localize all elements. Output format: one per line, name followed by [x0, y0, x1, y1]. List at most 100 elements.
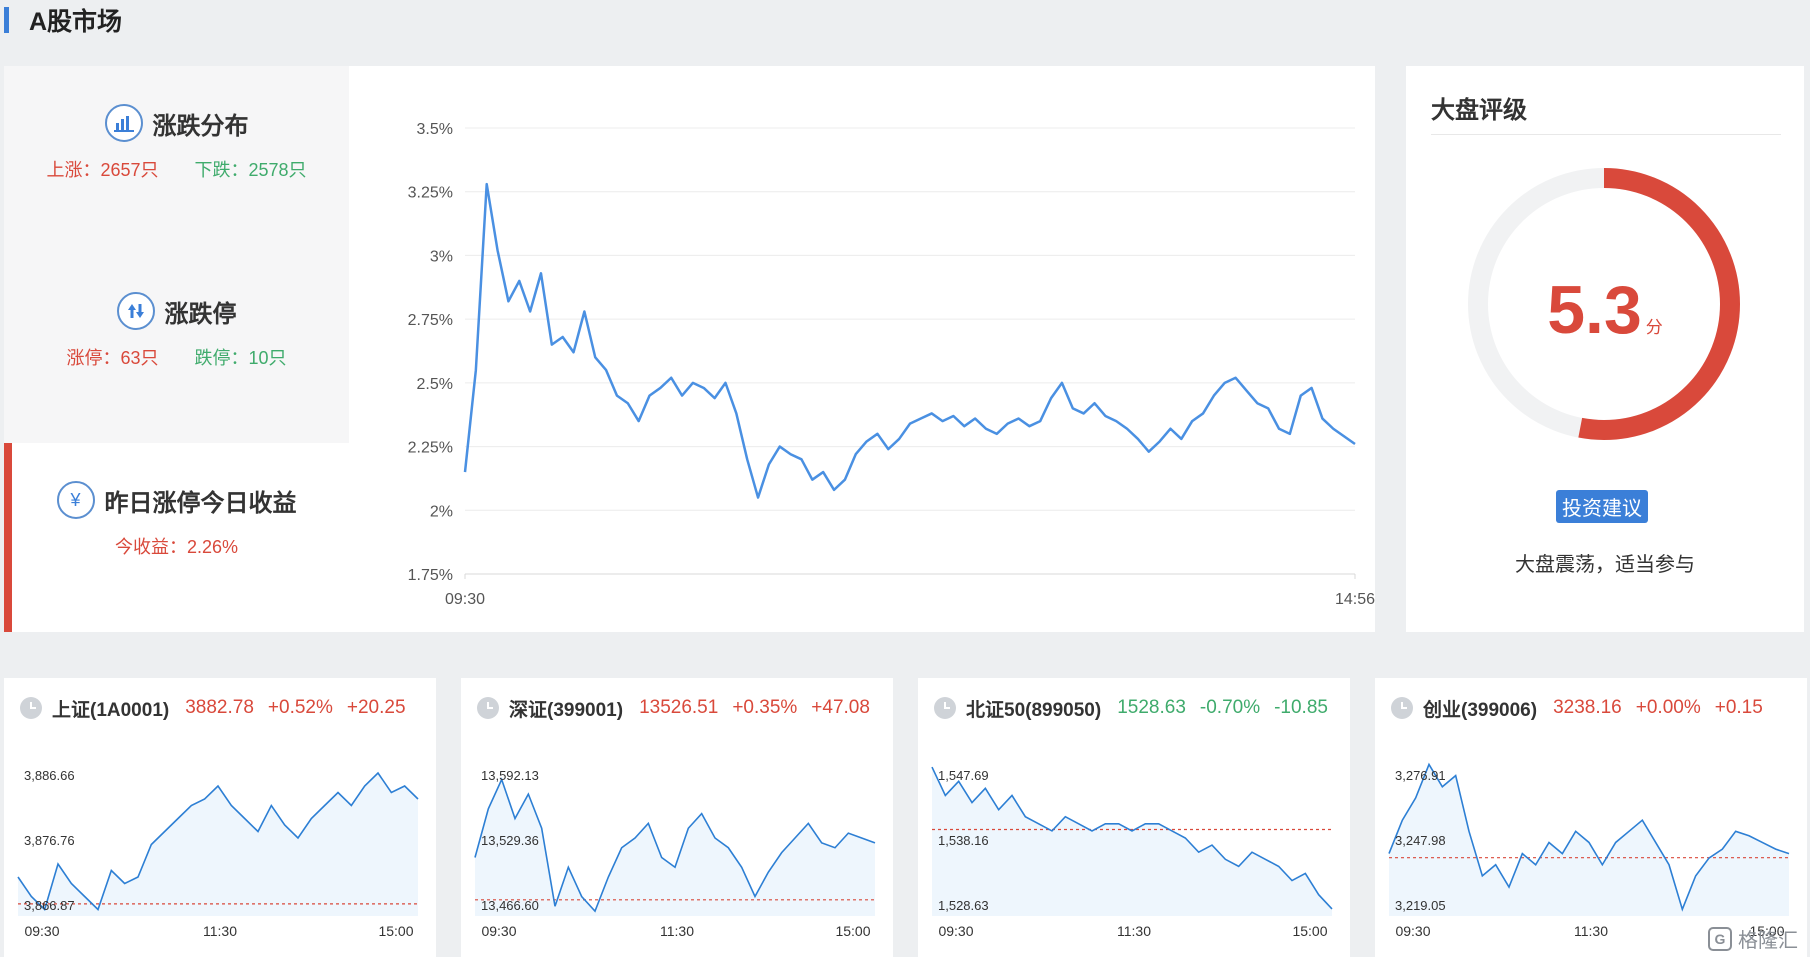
clock-icon: [20, 697, 42, 719]
y-tick-label: 1,538.16: [938, 833, 989, 848]
y-tick-label: 3%: [430, 248, 453, 265]
index-card-chinext[interactable]: 3,276.91 3,247.98 3,219.05 09:30 11:30 15:00 …: [1375, 678, 1807, 957]
index-card-bse50[interactable]: 1,547.69 1,538.16 1,528.63 09:30 11:30 15:00 …: [918, 678, 1350, 957]
limit-up-return-chart[interactable]: 3.5% 3.25% 3% 2.75% 2.5% 2.25% 2% 1.75% 09:30 14:…: [349, 66, 1375, 632]
clock-icon: [1391, 697, 1413, 719]
index-name: 创业(399006): [1423, 699, 1538, 721]
limit-up-count: 涨停：63只: [66, 348, 159, 368]
y-tick-label: 3.5%: [417, 121, 453, 138]
investment-advice-tag[interactable]: 投资建议: [1556, 490, 1648, 523]
clock-icon: [477, 697, 499, 719]
index-price: 3238.16: [1553, 697, 1622, 718]
y-tick-label: 3.25%: [408, 185, 453, 202]
rating-score-unit: 分: [1645, 318, 1663, 337]
limit-up-return-svg: 3.5% 3.25% 3% 2.75% 2.5% 2.25% 2% 1.75% 09:30 14:…: [408, 121, 1375, 608]
series-area: [18, 773, 418, 916]
section-header: A股市场: [0, 0, 122, 40]
gauge-value-arc: [1468, 168, 1740, 440]
market-breadth-panel: 涨跌分布 上涨：2657只 下跌：2578只 涨跌停 涨停：63只 跌停：10只…: [4, 66, 349, 632]
index-change-pct: -0.70%: [1199, 697, 1261, 718]
series-line: [1388, 762, 1790, 912]
index-price: 1528.63: [1117, 697, 1186, 718]
y-tick-label: 3,219.05: [1395, 898, 1446, 913]
x-tick-label: 09:30: [481, 923, 516, 939]
index-price: 3882.78: [185, 697, 254, 718]
y-tick-label: 3,886.66: [24, 768, 75, 783]
index-change: -10.85: [1274, 697, 1328, 718]
x-tick-label: 15:00: [835, 923, 870, 939]
yesterday-limit-up-block[interactable]: ¥ 昨日涨停今日收益 今收益：2.26%: [4, 481, 349, 559]
watermark: G 格隆汇: [1708, 924, 1798, 953]
yen-icon: ¥: [56, 481, 95, 519]
y-tick-label: 3,276.91: [1395, 768, 1446, 783]
bar-chart-icon: [104, 104, 143, 142]
series-line: [463, 182, 1356, 499]
index-card-shanghai[interactable]: 3,886.66 3,876.76 3,866.87 09:30 11:30 15:00 …: [4, 678, 436, 957]
section-title: A股市场: [29, 8, 123, 36]
rating-score-value: 5.3: [1547, 272, 1642, 348]
y-tick-label: 13,592.13: [481, 768, 539, 783]
limit-down-count: 跌停：10只: [194, 348, 287, 368]
x-tick-label: 15:00: [378, 923, 413, 939]
rating-score: 5.3 分: [1406, 271, 1804, 349]
index-name: 上证(1A0001): [52, 699, 170, 721]
active-indicator: [4, 443, 12, 632]
y-tick-label: 2.25%: [408, 440, 453, 457]
x-tick-label: 09:30: [445, 591, 485, 608]
x-tick-label: 11:30: [660, 923, 694, 939]
y-tick-label: 13,466.60: [481, 898, 539, 913]
index-name: 北证50(899050): [966, 699, 1102, 721]
y-tick-label: 3,866.87: [24, 898, 75, 913]
series-line: [931, 766, 1333, 910]
today-return: 今收益：2.26%: [114, 537, 239, 557]
series-line: [474, 777, 876, 913]
rating-gauge: [1468, 168, 1740, 440]
y-tick-label: 1,528.63: [938, 898, 989, 913]
watermark-text: 格隆汇: [1738, 930, 1798, 952]
index-change-pct: +0.52%: [267, 697, 333, 718]
y-tick-label: 13,529.36: [481, 833, 539, 848]
x-tick-label: 09:30: [1395, 923, 1430, 939]
up-count: 上涨：2657只: [46, 160, 159, 180]
limit-up-down-block[interactable]: 涨跌停 涨停：63只 跌停：10只: [4, 292, 349, 370]
index-price: 13526.51: [639, 697, 719, 718]
x-tick-label: 09:30: [24, 923, 59, 939]
y-tick-label: 3,876.76: [24, 833, 75, 848]
index-change: +20.25: [346, 697, 406, 718]
x-tick-label: 14:56: [1335, 591, 1375, 608]
y-tick-label: 2%: [430, 503, 453, 520]
section-accent-bar: [4, 7, 9, 33]
x-tick-label: 11:30: [1574, 923, 1608, 939]
index-chart-chinext: 3,276.91 3,247.98 3,219.05 09:30 11:30 15:00: [1388, 762, 1790, 939]
y-tick-label: 3,247.98: [1395, 833, 1446, 848]
y-tick-label: 2.5%: [417, 376, 453, 393]
y-tick-label: 2.75%: [408, 312, 453, 329]
x-tick-label: 15:00: [1749, 923, 1784, 939]
index-card-shenzhen[interactable]: 13,592.13 13,529.36 13,466.60 09:30 11:30 15:…: [461, 678, 893, 957]
yesterday-limit-up-title: 昨日涨停今日收益: [104, 489, 297, 517]
index-chart-bse50: 1,547.69 1,538.16 1,528.63 09:30 11:30 15:00: [931, 766, 1333, 939]
index-change: +0.15: [1714, 697, 1763, 718]
market-rating-panel: 大盘评级 5.3 分 投资建议 大盘震荡，适当参与: [1406, 66, 1804, 632]
down-count: 下跌：2578只: [194, 160, 307, 180]
breadth-distribution-block[interactable]: 涨跌分布 上涨：2657只 下跌：2578只: [4, 104, 349, 182]
rating-title: 大盘评级: [1431, 97, 1527, 124]
index-name: 深证(399001): [509, 699, 624, 721]
limit-up-down-title: 涨跌停: [164, 300, 237, 328]
breadth-top-area: [4, 66, 349, 443]
index-chart-shenzhen: 13,592.13 13,529.36 13,466.60 09:30 11:30 15:…: [474, 768, 876, 939]
rating-divider: [1431, 134, 1781, 135]
up-down-arrows-icon: [116, 292, 155, 330]
x-tick-label: 11:30: [203, 923, 237, 939]
series-line: [17, 771, 419, 912]
x-tick-label: 09:30: [938, 923, 973, 939]
index-chart-shanghai: 3,886.66 3,876.76 3,866.87 09:30 11:30 15:00: [17, 768, 419, 939]
index-change-pct: +0.00%: [1635, 697, 1701, 718]
series-area: [1389, 764, 1789, 916]
x-tick-label: 15:00: [1292, 923, 1327, 939]
y-tick-label: 1,547.69: [938, 768, 989, 783]
index-change-pct: +0.35%: [732, 697, 798, 718]
investment-advice-text: 大盘震荡，适当参与: [1515, 554, 1695, 576]
clock-icon: [934, 697, 956, 719]
series-area: [932, 767, 1332, 916]
